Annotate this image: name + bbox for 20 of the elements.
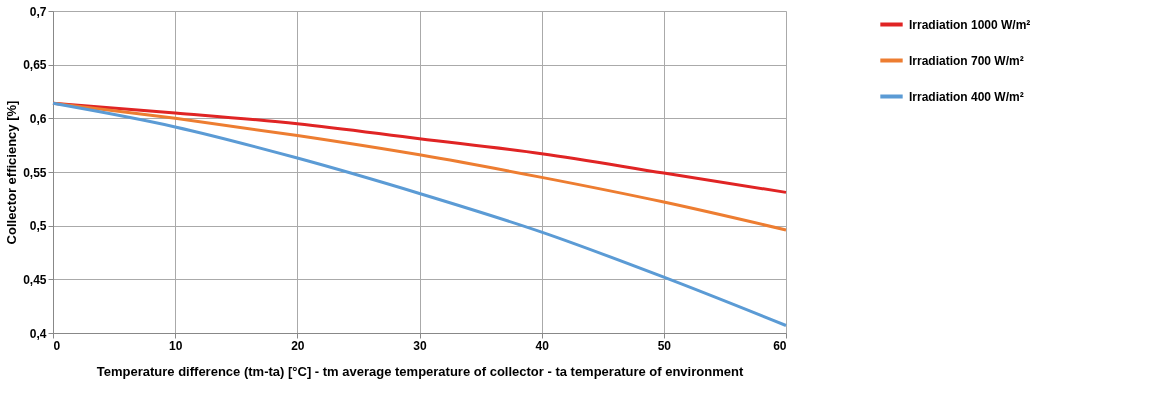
x-axis-title: Temperature difference (tm-ta) [°C] - tm average temperature of collector - ta temperature of environment [96,363,744,379]
y-tick-label: 0,45 [23,272,47,287]
x-tick-label: 0 [53,338,61,353]
legend-label: Irradiation 700 W/m² [909,53,1024,68]
legend-label: Irradiation 1000 W/m² [909,17,1031,32]
legend-label: Irradiation 400 W/m² [909,89,1024,104]
y-tick-label: 0,4 [29,326,47,341]
x-tick-label: 30 [413,338,427,353]
line-series [51,101,788,327]
y-tick-label: 0,65 [23,58,47,73]
x-tick-label: 60 [773,338,787,353]
y-axis-title: Collector efficiency [%] [4,100,20,245]
y-tick-label: 0,6 [29,111,47,126]
y-tick-label: 0,55 [23,165,47,180]
x-tick-label: 40 [535,338,550,353]
y-tick-label: 0,5 [29,219,47,234]
y-tick-label: 0,7 [29,4,47,19]
x-tick-label: 10 [168,338,183,353]
x-tick-label: 20 [291,338,305,353]
x-tick-label: 50 [657,338,672,353]
